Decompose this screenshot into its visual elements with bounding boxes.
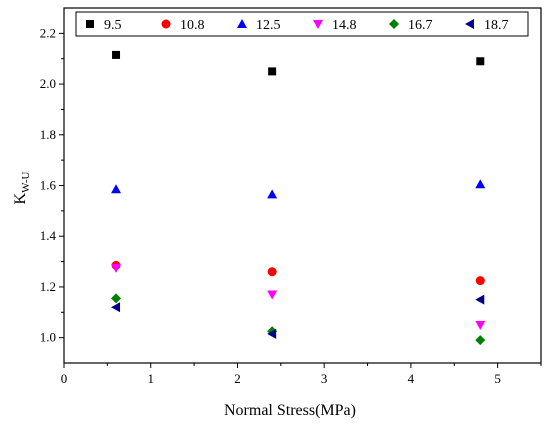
legend-label: 10.8 (180, 18, 205, 33)
x-tick-label: 3 (321, 371, 328, 386)
data-point-9-5 (112, 50, 121, 59)
x-tick-label: 1 (147, 371, 154, 386)
data-point-10-8 (475, 276, 485, 286)
data-point-9-5 (476, 57, 485, 66)
legend-label: 18.7 (484, 18, 509, 33)
legend-marker-16-7 (389, 19, 399, 29)
y-tick-label: 2.2 (40, 25, 56, 40)
data-point-10-8 (267, 267, 277, 277)
x-tick-label: 2 (234, 371, 241, 386)
plot-frame (63, 7, 542, 364)
y-tick-label: 1.4 (40, 228, 57, 243)
data-point-12-5 (267, 189, 278, 199)
x-axis-title: Normal Stress(MPa) (224, 402, 356, 419)
data-point-16-7 (111, 293, 122, 304)
data-point-16-7 (475, 335, 486, 346)
legend-marker-18-7 (465, 19, 474, 29)
y-axis-title: KW-U (12, 171, 32, 204)
x-tick-label: 0 (61, 371, 68, 386)
data-point-14-8 (267, 290, 278, 300)
y-tick-label: 1.6 (40, 178, 57, 193)
y-tick-label: 1.2 (40, 279, 56, 294)
data-point-18-7 (475, 294, 485, 305)
y-axis-title-main: K (12, 192, 29, 204)
y-tick-label: 1.0 (40, 330, 56, 345)
legend-label: 14.8 (332, 18, 357, 33)
data-point-14-8 (475, 320, 486, 330)
y-tick-label: 1.8 (40, 127, 56, 142)
data-point-18-7 (267, 328, 277, 339)
data-point-12-5 (111, 184, 122, 194)
legend-marker-10-8 (161, 19, 171, 29)
legend-marker-9-5 (86, 20, 94, 28)
x-tick-label: 4 (408, 371, 415, 386)
legend-label: 9.5 (104, 18, 122, 33)
svg-text:KW-U: KW-U (12, 171, 32, 204)
y-axis-title-sub: W-U (20, 171, 32, 192)
legend-label: 16.7 (408, 18, 433, 33)
x-tick-label: 5 (494, 371, 501, 386)
data-point-9-5 (268, 67, 277, 76)
legend-label: 12.5 (256, 18, 281, 33)
data-point-12-5 (475, 179, 486, 189)
legend-marker-14-8 (313, 20, 323, 29)
legend-marker-12-5 (237, 19, 247, 28)
data-point-18-7 (111, 302, 121, 313)
y-tick-label: 2.0 (40, 76, 56, 91)
legend-box (75, 11, 529, 37)
data-point-14-8 (111, 263, 122, 273)
